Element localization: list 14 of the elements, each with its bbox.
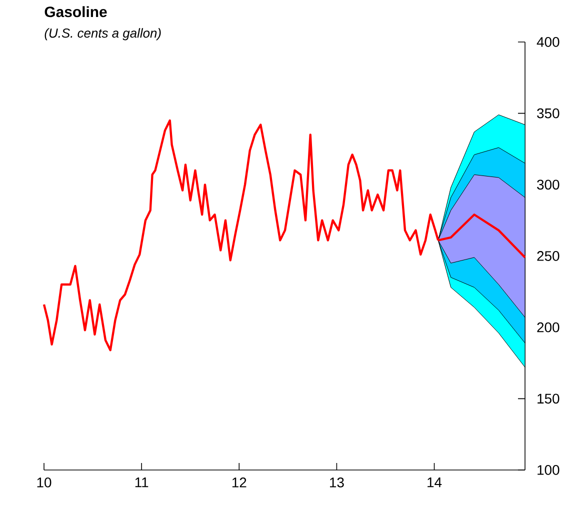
chart-title: Gasoline: [44, 6, 107, 18]
y-tick-label: 350: [537, 108, 560, 118]
chart-subtitle: (U.S. cents a gallon): [44, 28, 161, 40]
y-tick-label: 250: [537, 251, 560, 261]
y-tick-label: 100: [538, 465, 560, 475]
y-tick-label: 150: [538, 394, 560, 404]
x-tick-label: 14: [428, 478, 442, 488]
x-tick-label: 13: [330, 478, 344, 488]
y-tick-label: 300: [537, 180, 560, 190]
y-tick-label: 200: [537, 322, 560, 332]
y-tick-label: 400: [536, 37, 560, 47]
x-tick-label: 11: [135, 478, 148, 488]
x-tick-label: 12: [232, 478, 246, 488]
x-tick-label: 10: [37, 478, 52, 488]
